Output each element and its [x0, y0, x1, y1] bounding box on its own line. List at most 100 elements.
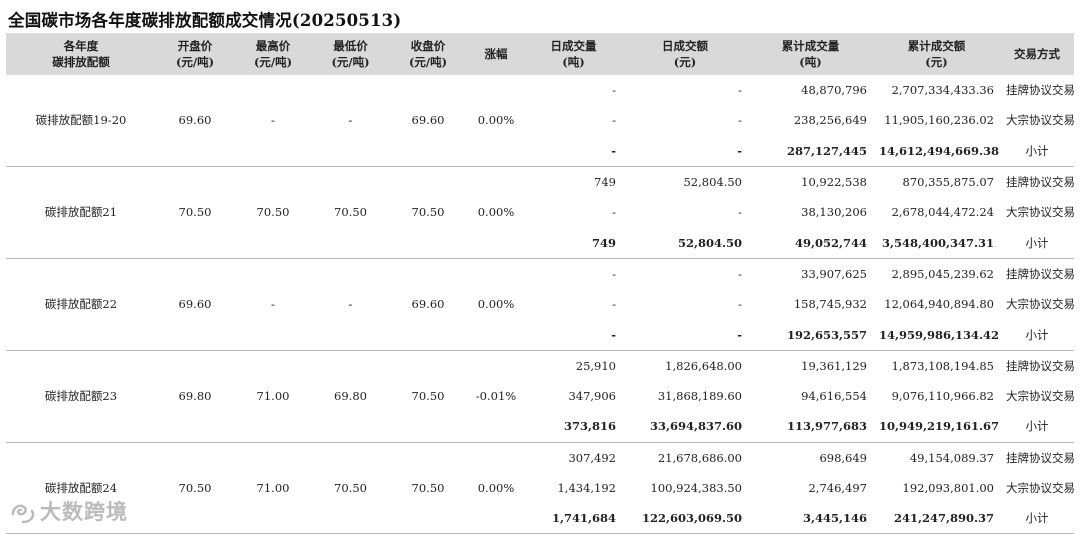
- trade-method-cell: 大宗协议交易: [1006, 389, 1075, 404]
- header-change: 涨幅: [467, 33, 525, 75]
- daily-volume-cell: -: [612, 297, 616, 312]
- header-high-price: 最高价 (元/吨): [234, 33, 312, 75]
- cum-volume-cell: 38,130,206: [801, 205, 867, 220]
- cum-amount-cell: 12,064,940,894.80: [884, 297, 994, 312]
- page-title: 全国碳市场各年度碳排放配额成交情况(20250513): [8, 11, 402, 30]
- cum-volume-cell: 48,870,796: [801, 83, 867, 98]
- header-line: 累计成交额: [907, 39, 966, 53]
- cum-amount-cell: 241,247,890.37: [873, 503, 1000, 534]
- change-cell: 0.00%: [467, 442, 525, 534]
- cum-volume-cell: 158,745,932: [793, 297, 867, 312]
- cum-amount-cell: 10,949,219,161.67: [873, 411, 1000, 443]
- cum-volume-cell: 287,127,445: [748, 135, 873, 167]
- header-line: 最高价: [255, 39, 291, 53]
- cum-volume-cell: 10,922,538: [801, 175, 867, 190]
- quota-name-cell: 碳排放配额22: [6, 258, 156, 351]
- table-row: 碳排放配额21 70.50 70.50 70.50 70.50 0.00% 749 52,80…: [6, 166, 1075, 259]
- daily-volume-cell: 373,816: [525, 411, 622, 443]
- table-row: 749 52,804.50 49,052,744 3,548,400,347.31 小计: [6, 227, 1074, 259]
- watermark-text: 大数跨境: [40, 500, 128, 524]
- low-price-cell: 70.50: [312, 166, 389, 259]
- trade-method-cell: 小计: [1000, 319, 1074, 351]
- trade-method-cell: 挂牌协议交易: [1006, 266, 1075, 281]
- table-row: 347,906 31,868,189.60 94,616,554 9,076,110,…: [6, 381, 1075, 411]
- daily-amount-cell: -: [738, 205, 742, 220]
- cum-volume-cell: 33,907,625: [801, 266, 867, 281]
- header-line: (元/吨): [175, 55, 215, 69]
- cum-volume-cell: 49,052,744: [748, 227, 873, 259]
- close-price-cell: 70.50: [389, 166, 467, 259]
- watermark: 大数跨境: [10, 496, 128, 526]
- trade-method-cell: 挂牌协议交易: [1006, 83, 1075, 98]
- header-line: (元/吨): [331, 55, 370, 69]
- header-line: 收盘价: [410, 39, 446, 53]
- daily-volume-cell: -: [525, 135, 622, 167]
- header-line: (吨): [799, 55, 822, 69]
- cum-volume-cell: 192,653,557: [748, 319, 873, 351]
- change-cell: 0.00%: [467, 75, 525, 167]
- cum-volume-cell: 698,649: [819, 450, 867, 465]
- cum-amount-cell: 3,548,400,347.31: [873, 227, 1000, 259]
- header-line: (元): [673, 55, 697, 69]
- daily-volume-cell: 25,910: [575, 358, 616, 373]
- daily-amount-cell: 100,924,383.50: [650, 481, 742, 495]
- cum-amount-cell: 2,707,334,433.36: [891, 83, 994, 98]
- cum-amount-cell: 11,905,160,236.02: [884, 113, 994, 128]
- table-header: 各年度 碳排放配额 开盘价 (元/吨) 最高价 (元/吨) 最低价 (元/吨) 收盘价 (元/吨)…: [6, 33, 1074, 75]
- change-cell: 0.00%: [467, 166, 525, 259]
- daily-volume-cell: 749: [594, 175, 616, 190]
- daily-volume-cell: -: [612, 266, 616, 281]
- cum-amount-cell: 2,678,044,472.24: [891, 205, 994, 220]
- daily-amount-cell: -: [738, 113, 742, 128]
- cum-amount-cell: 14,612,494,669.38: [873, 135, 1000, 167]
- change-cell: 0.00%: [467, 258, 525, 351]
- trade-method-cell: 挂牌协议交易: [1006, 175, 1075, 190]
- cum-amount-cell: 192,093,801.00: [902, 481, 994, 495]
- daily-amount-cell: -: [622, 319, 748, 351]
- open-price-cell: 69.60: [156, 258, 234, 351]
- cum-amount-cell: 49,154,089.37: [909, 450, 994, 465]
- table-row: 碳排放配额24 70.50 71.00 70.50 70.50 0.00% 307,492 2…: [6, 442, 1075, 534]
- daily-volume-cell: 1,434,192: [557, 481, 616, 495]
- cum-volume-cell: 3,445,146: [748, 503, 873, 534]
- header-line: 最低价: [333, 39, 368, 53]
- header-cum-amount: 累计成交额 (元): [873, 33, 1000, 75]
- cum-amount-cell: 1,873,108,194.85: [891, 358, 994, 373]
- daily-amount-cell: 52,804.50: [622, 227, 748, 259]
- header-daily-volume: 日成交量 (吨): [525, 33, 622, 75]
- open-price-cell: 69.80: [156, 350, 234, 443]
- daily-amount-cell: 33,694,837.60: [622, 411, 748, 443]
- high-price-cell: -: [234, 258, 312, 351]
- trade-method-cell: 大宗协议交易: [1006, 481, 1075, 495]
- header-close-price: 收盘价 (元/吨): [389, 33, 467, 75]
- header-line: 交易方式: [1014, 47, 1060, 61]
- table-row: 1,434,192 100,924,383.50 2,746,497 192,093,…: [6, 473, 1075, 503]
- header-trade-method: 交易方式: [1000, 33, 1074, 75]
- daily-volume-cell: 347,906: [568, 389, 616, 404]
- trade-method-cell: 小计: [1000, 135, 1074, 167]
- quota-name-cell: 碳排放配额23: [6, 350, 156, 443]
- header-line: (吨): [562, 55, 585, 69]
- table-row: 碳排放配额22 69.60- -69.60 0.00% - -33,907,625 2,89…: [6, 258, 1075, 351]
- cum-volume-cell: 2,746,497: [808, 481, 867, 495]
- table-row: - - 38,130,206 2,678,044,472.24 大宗协议交易: [6, 197, 1075, 227]
- low-price-cell: -: [312, 75, 389, 167]
- trade-method-cell: 小计: [1000, 503, 1074, 534]
- table-row: 碳排放配额23 69.80 71.00 69.80 70.50 -0.01% 25,910 1…: [6, 350, 1075, 443]
- logo-icon: [11, 504, 35, 524]
- high-price-cell: 71.00: [234, 442, 312, 534]
- cum-amount-cell: 870,355,875.07: [902, 175, 994, 190]
- daily-amount-cell: 1,826,648.00: [665, 358, 742, 373]
- daily-amount-cell: -: [622, 135, 748, 167]
- high-price-cell: 71.00: [234, 350, 312, 443]
- cum-volume-cell: 113,977,683: [748, 411, 873, 443]
- daily-volume-cell: -: [612, 113, 616, 128]
- close-price-cell: 69.60: [389, 258, 467, 351]
- cum-amount-cell: 14,959,986,134.42: [873, 319, 1000, 351]
- trade-method-cell: 大宗协议交易: [1006, 205, 1075, 220]
- table-row: - - 158,745,932 12,064,940,894.80 大宗协议交易: [6, 289, 1075, 319]
- close-price-cell: 70.50: [389, 350, 467, 443]
- carbon-quota-table: 各年度 碳排放配额 开盘价 (元/吨) 最高价 (元/吨) 最低价 (元/吨) 收盘价 (元/吨)…: [6, 33, 1075, 534]
- high-price-cell: 70.50: [234, 166, 312, 259]
- daily-amount-cell: -: [738, 83, 742, 98]
